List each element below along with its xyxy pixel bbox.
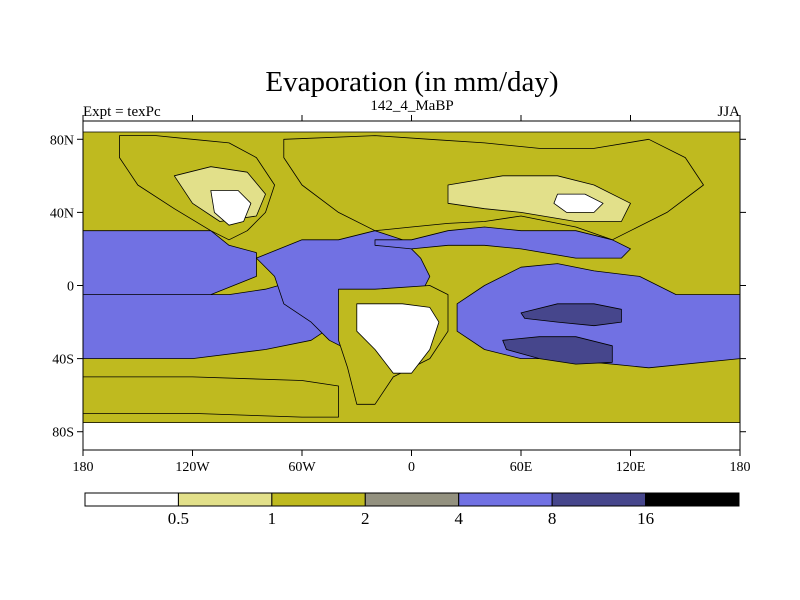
x-tick-label: 180 [73,460,94,475]
map-plot-area [83,121,740,450]
colorbar-segment [271,492,366,507]
colorbar-label: 16 [637,509,654,528]
region-north-pacific-ocean [83,230,257,296]
colorbar-segment [551,492,647,507]
region-antarctica [83,422,740,450]
chart-title: Evaporation (in mm/day) [265,66,558,98]
region-south-america-interior [356,303,440,374]
region-desert-north-america [210,190,252,226]
region-tethys-sea [374,226,631,259]
colorbar-label: 4 [454,509,463,528]
colorbar-label: 0.5 [168,509,189,528]
colorbar-segment [458,492,553,507]
subtitle-center: 142_4_MaBP [370,98,453,114]
x-tick-label: 60E [510,460,533,475]
x-tick-label: 60W [288,460,316,475]
colorbar-segment [645,492,740,507]
colorbar-segment [364,492,460,507]
colorbar-label: 1 [268,509,277,528]
colorbar-segment [177,492,273,507]
x-tick-label: 120W [175,460,210,475]
region-indian-ocean-max-east [520,303,622,327]
region-antarctic-sea-belt [83,376,339,418]
y-tick-label: 40S [52,353,74,368]
colorbar-label: 2 [361,509,370,528]
map-axes: 180 120W 60W 0 60E 120E 180 80N 40N 0 40S 80S [50,115,751,475]
region-indian-ocean-max-south [502,336,613,365]
colorbar-label: 8 [548,509,557,528]
region-arctic [83,121,740,133]
colorbar: 0.5 1 2 4 8 16 [84,492,740,528]
subtitle-right: JJA [717,104,740,120]
y-tick-label: 40N [50,206,74,221]
colorbar-segment [84,492,179,507]
y-tick-label: 80S [52,426,74,441]
x-tick-label: 0 [408,460,415,475]
x-tick-label: 180 [730,460,751,475]
y-tick-label: 80N [50,133,74,148]
region-desert-asia [553,193,604,213]
y-tick-label: 0 [67,280,74,295]
subtitle-left: Expt = texPc [83,104,161,120]
x-tick-label: 120E [616,460,646,475]
